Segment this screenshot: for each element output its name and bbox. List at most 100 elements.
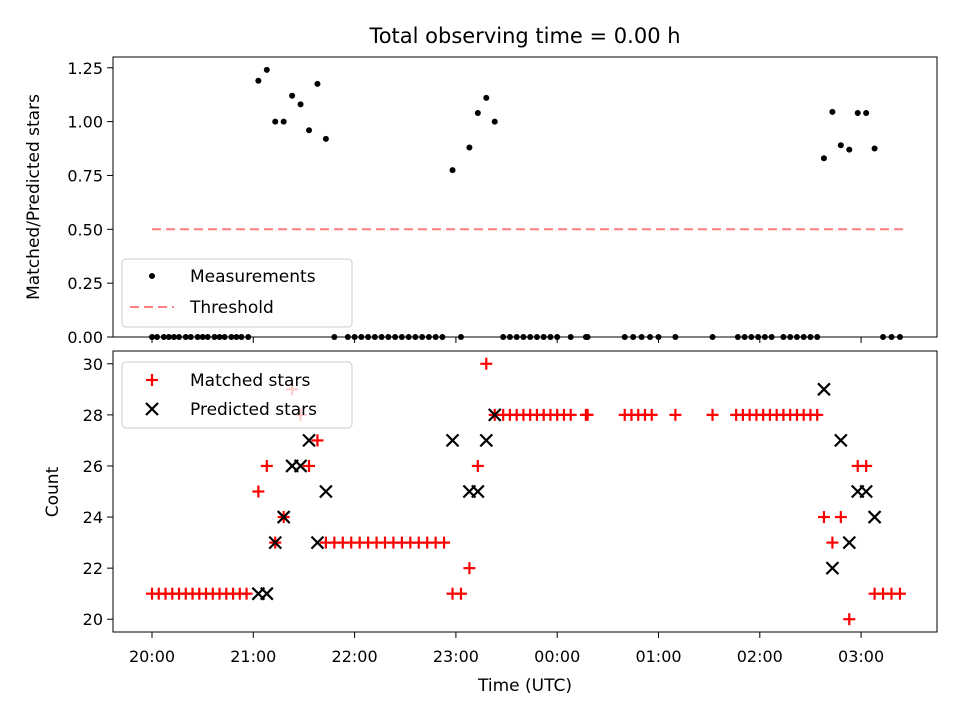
top-y-ticks: 0.00 0.25 0.50 0.75 1.00 1.25 xyxy=(67,59,113,347)
top-y-tick-label: 0.00 xyxy=(67,328,103,347)
matched-star-point xyxy=(240,587,253,600)
measurement-point xyxy=(854,110,861,116)
x-tick-label: 20:00 xyxy=(129,647,175,666)
bottom-legend-box xyxy=(121,361,353,429)
top-axes-frame xyxy=(112,56,938,338)
predicted-star-point xyxy=(445,433,460,448)
measurement-point xyxy=(255,77,262,84)
measurement-point xyxy=(474,110,481,116)
top-y-tick-label: 0.50 xyxy=(67,220,103,239)
matched-star-point xyxy=(826,536,839,549)
top-legend-box xyxy=(121,258,353,328)
matched-star-point xyxy=(311,434,324,447)
measurement-point xyxy=(272,118,279,125)
measurement-point xyxy=(263,66,270,73)
predicted-star-point xyxy=(293,459,308,473)
x-tick-label: 02:00 xyxy=(737,647,783,666)
bottom-y-tick-label: 20 xyxy=(83,610,103,629)
matched-star-point xyxy=(834,511,847,524)
measurement-point xyxy=(322,135,329,142)
legend-matched-marker xyxy=(146,374,158,386)
top-legend: Measurements Threshold xyxy=(121,258,353,328)
bottom-y-axis-label: Count xyxy=(43,466,63,517)
bottom-axes-frame xyxy=(112,350,938,633)
matched-star-point xyxy=(669,408,682,421)
measurement-point xyxy=(871,145,878,152)
measurement-point xyxy=(449,167,456,174)
x-tick-label: 01:00 xyxy=(635,647,681,666)
predicted-star-point xyxy=(825,561,840,575)
predicted-star-point xyxy=(479,433,494,448)
measurement-point xyxy=(491,118,498,125)
measurement-point xyxy=(863,110,870,116)
bottom-panel: 20 22 24 26 28 30 20:00 21:00 22:00 23:00 00:00 01… xyxy=(43,350,938,696)
predicted-star-point xyxy=(834,433,848,448)
predicted-star-point xyxy=(842,535,857,550)
x-tick-label: 22:00 xyxy=(332,647,378,666)
matched-star-point xyxy=(438,536,451,549)
top-y-tick-label: 0.25 xyxy=(67,274,103,293)
matched-star-point xyxy=(817,511,830,524)
measurement-point xyxy=(466,144,473,151)
bottom-y-tick-label: 22 xyxy=(83,559,103,578)
matched-star-point xyxy=(480,357,493,370)
x-tick-label: 03:00 xyxy=(838,647,884,666)
x-tick-label: 21:00 xyxy=(230,647,276,666)
matched-star-point xyxy=(843,613,856,626)
matched-star-point xyxy=(463,562,476,575)
matched-star-point xyxy=(581,408,594,421)
matched-star-point xyxy=(303,459,316,472)
matched-star-point xyxy=(645,408,658,421)
legend-measurements-label: Measurements xyxy=(190,267,316,287)
predicted-star-point xyxy=(867,510,882,524)
top-y-axis-label: Matched/Predicted stars xyxy=(24,94,44,300)
predicted-star-point xyxy=(471,484,485,499)
predicted-star-point xyxy=(260,586,274,601)
legend-matched-label: Matched stars xyxy=(190,371,310,391)
matched-star-point xyxy=(471,459,484,472)
matched-star-point xyxy=(454,587,467,600)
legend-predicted-marker xyxy=(145,402,159,416)
matched-star-point xyxy=(811,408,824,421)
bottom-y-tick-label: 26 xyxy=(83,457,103,476)
predicted-star-point xyxy=(487,408,502,422)
bottom-plot-area xyxy=(146,357,906,626)
measurement-point xyxy=(820,155,827,162)
measurement-point xyxy=(306,127,313,134)
x-axis-label: Time (UTC) xyxy=(477,676,572,696)
predicted-star-point xyxy=(310,535,325,550)
x-tick-label: 23:00 xyxy=(433,647,479,666)
x-tick-label: 00:00 xyxy=(534,647,580,666)
matched-star-point xyxy=(860,459,873,472)
measurement-point xyxy=(837,142,844,149)
predicted-star-point xyxy=(268,535,283,550)
top-y-tick-label: 1.00 xyxy=(67,113,103,132)
measurement-point xyxy=(289,92,296,99)
measurement-point xyxy=(846,146,853,153)
top-y-tick-label: 0.75 xyxy=(67,166,103,185)
bottom-y-tick-label: 30 xyxy=(83,355,103,374)
measurement-point xyxy=(483,94,490,101)
measurement-point xyxy=(829,108,836,115)
top-y-tick-label: 1.25 xyxy=(67,59,103,78)
predicted-star-point xyxy=(276,510,291,524)
predicted-star-point xyxy=(319,484,333,499)
matched-star-point xyxy=(260,459,273,472)
chart-title: Total observing time = 0.00 h xyxy=(368,24,680,48)
predicted-star-point xyxy=(817,382,831,397)
legend-threshold-label: Threshold xyxy=(189,298,274,318)
matched-star-point xyxy=(252,485,265,498)
bottom-y-tick-label: 28 xyxy=(83,406,103,425)
matched-star-point xyxy=(564,408,577,421)
bottom-y-tick-label: 24 xyxy=(83,508,103,527)
measurement-point xyxy=(314,80,321,87)
matched-star-point xyxy=(893,587,906,600)
predicted-star-point xyxy=(302,433,316,448)
bottom-legend: Matched stars Predicted stars xyxy=(121,361,353,429)
top-panel: 0.00 0.25 0.50 0.75 1.00 1.25 Matched/Predict… xyxy=(24,56,938,347)
bottom-y-ticks: 20 22 24 26 28 30 xyxy=(83,355,113,629)
matched-star-point xyxy=(706,408,719,421)
bottom-x-ticks: 20:00 21:00 22:00 23:00 00:00 01:00 02:00 03:00 xyxy=(129,632,884,666)
